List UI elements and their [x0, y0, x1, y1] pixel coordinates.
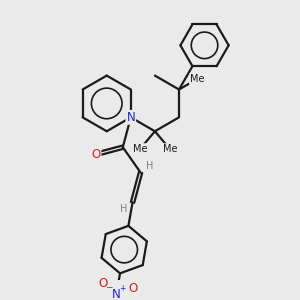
Text: Me: Me — [190, 74, 204, 84]
Text: +: + — [119, 284, 126, 293]
Text: O: O — [128, 282, 138, 295]
Text: H: H — [120, 204, 127, 214]
Text: N: N — [126, 111, 135, 124]
Text: Me: Me — [133, 144, 147, 154]
Text: O: O — [91, 148, 101, 161]
Text: H: H — [146, 161, 153, 171]
Text: N: N — [112, 288, 121, 300]
Text: −: − — [105, 282, 112, 291]
Text: O: O — [98, 277, 107, 290]
Text: Me: Me — [163, 144, 177, 154]
